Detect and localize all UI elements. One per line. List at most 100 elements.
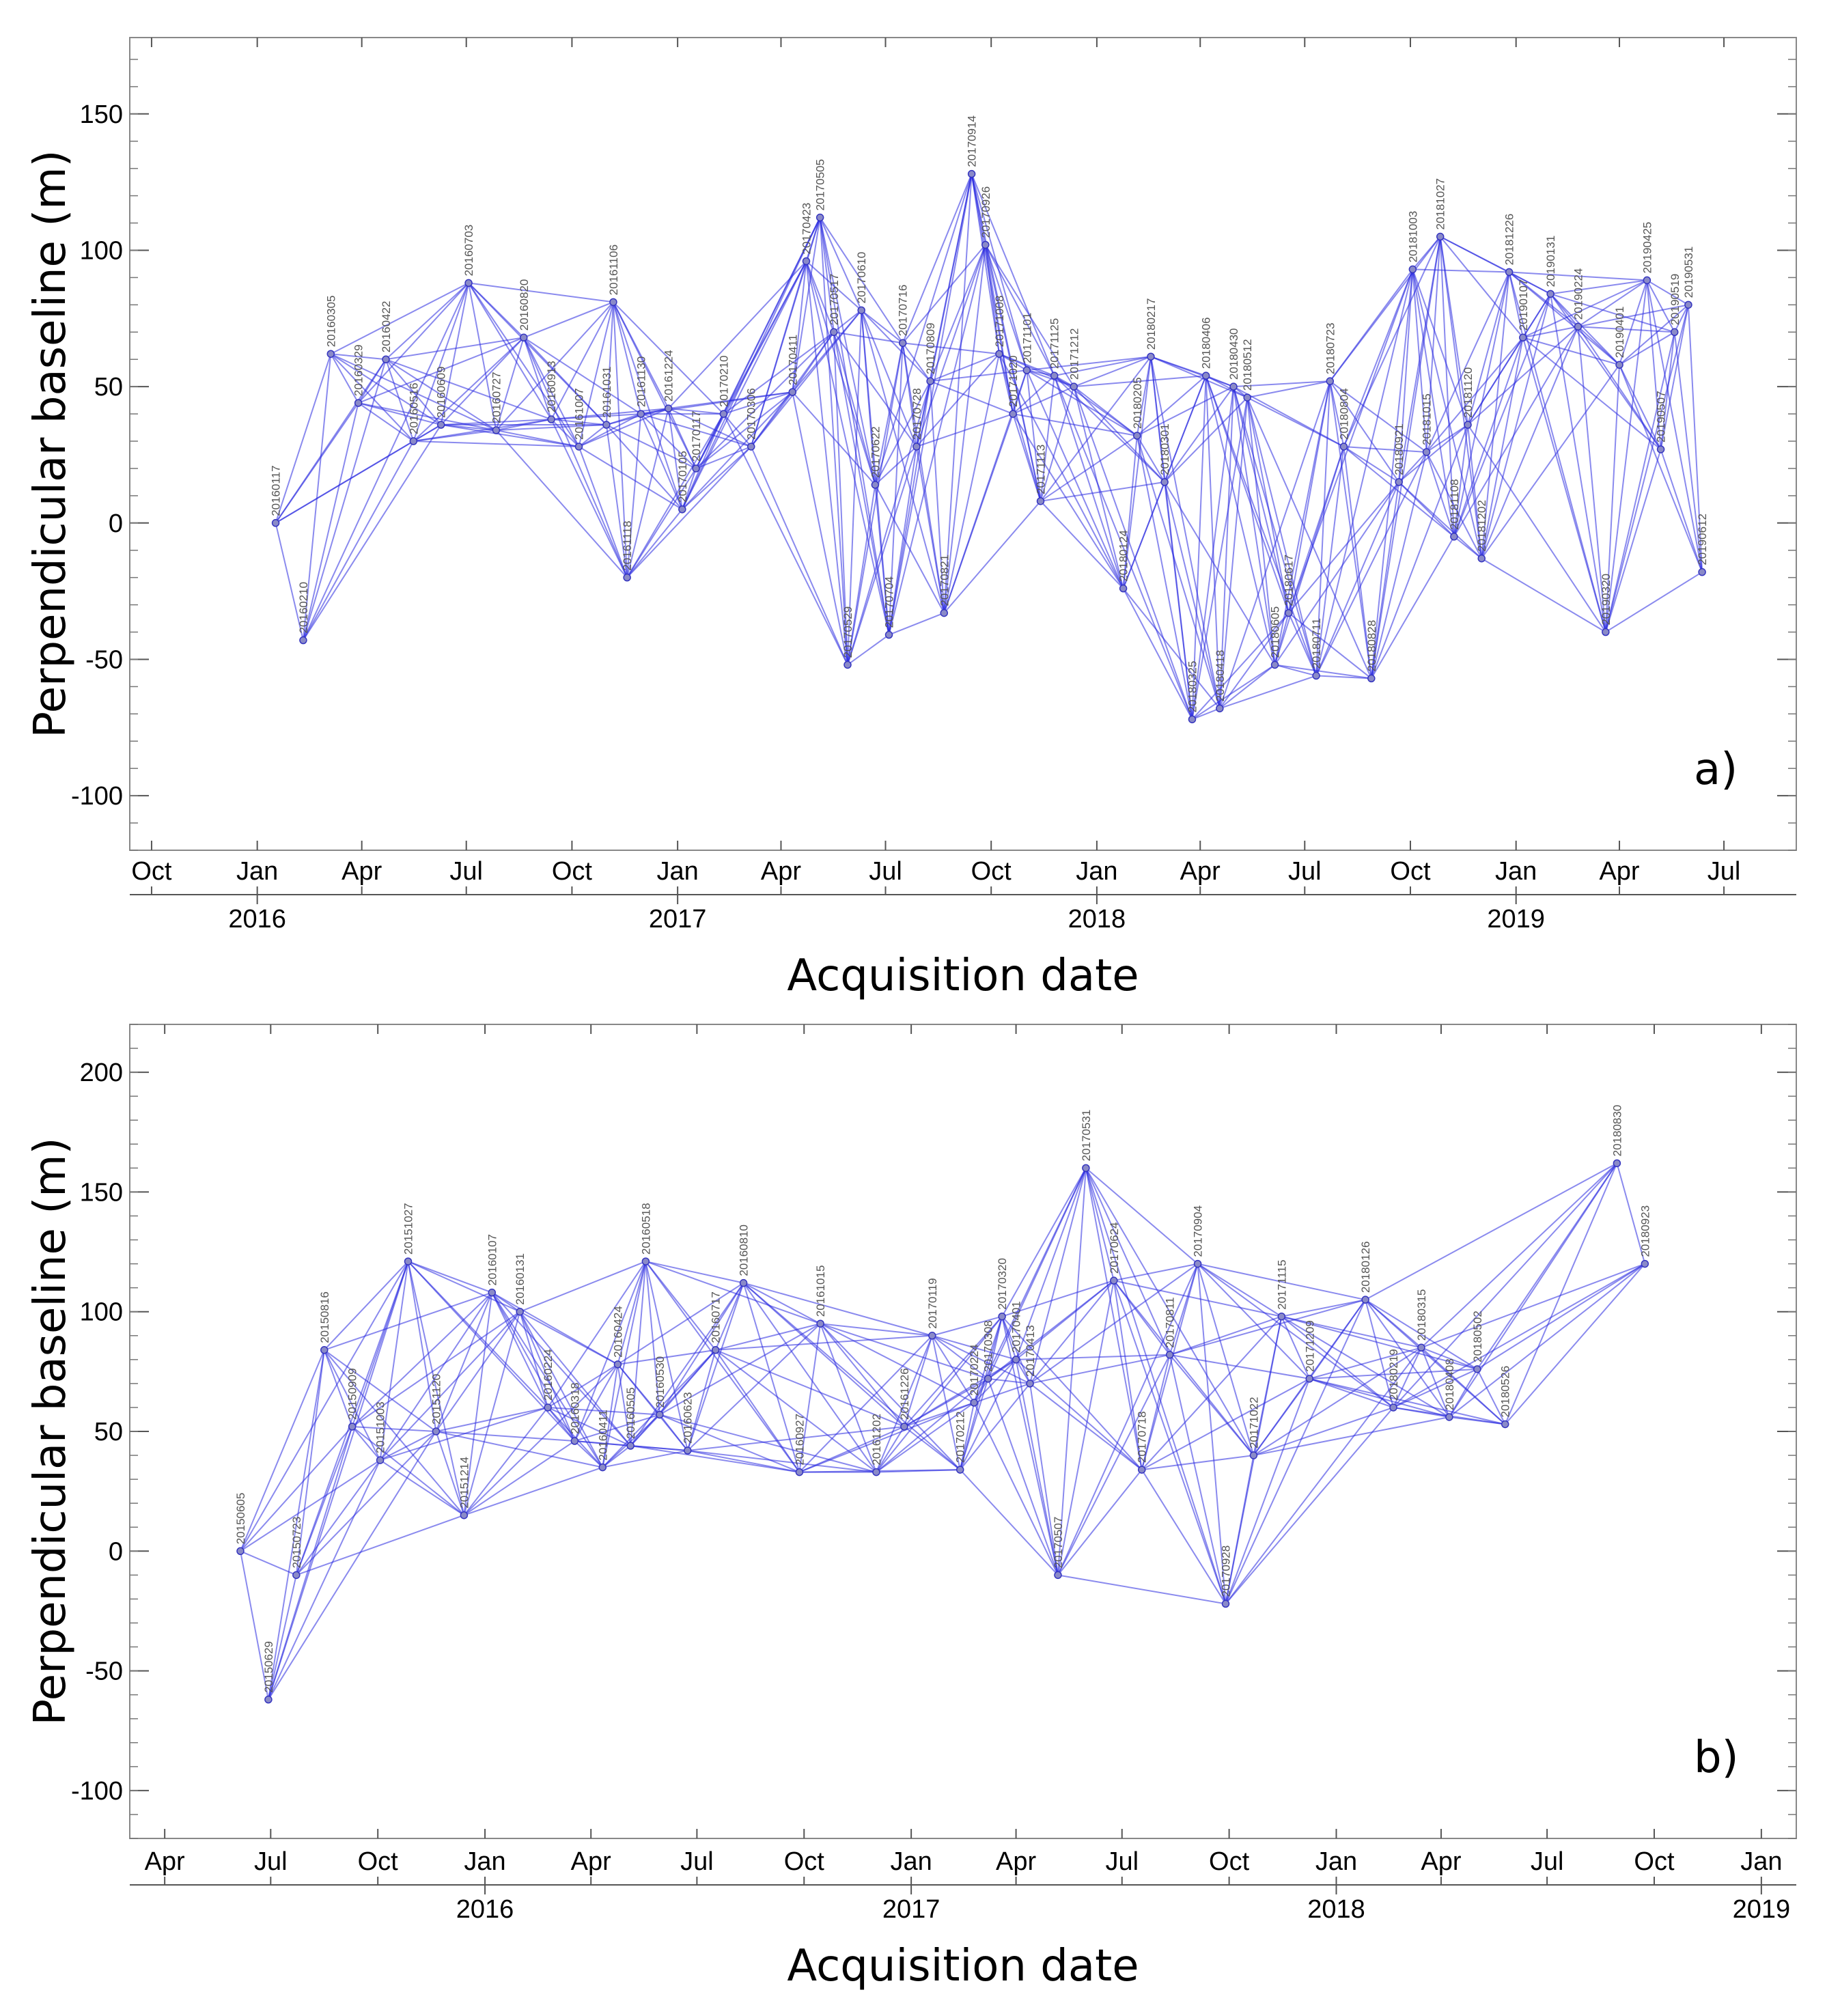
interferogram-edge — [819, 217, 890, 635]
interferogram-edge — [723, 413, 848, 665]
interferogram-edge — [268, 1459, 381, 1700]
interferogram-edge — [408, 1261, 492, 1293]
interferogram-edge — [819, 217, 863, 311]
acquisition-date-label: 20161007 — [573, 388, 586, 440]
interferogram-edge — [1481, 294, 1552, 559]
acquisition-date-label: 20160727 — [490, 372, 503, 423]
interferogram-edge — [1253, 1316, 1283, 1456]
acquisition-date-label: 20180526 — [1499, 1366, 1512, 1418]
interferogram-edge — [436, 1431, 575, 1442]
interferogram-edge — [798, 1335, 933, 1473]
acquisition-date-label: 20161015 — [814, 1265, 827, 1317]
interferogram-edge — [984, 244, 1042, 502]
acquisition-point — [264, 1695, 273, 1704]
x-month-label: Jan — [236, 857, 278, 886]
acquisition-point — [1070, 382, 1078, 391]
interferogram-edge — [723, 413, 752, 447]
acquisition-date-label: 20181120 — [1462, 367, 1475, 418]
acquisition-date-label: 20190612 — [1696, 514, 1709, 565]
acquisition-date-label: 20170928 — [1220, 1545, 1233, 1597]
interferogram-edge — [1393, 1368, 1478, 1408]
acquisition-point — [1684, 300, 1692, 309]
interferogram-edge — [1136, 435, 1193, 720]
interferogram-edge — [1343, 236, 1441, 447]
interferogram-edge — [715, 1349, 905, 1427]
interferogram-edge — [687, 1450, 877, 1473]
acquisition-point — [1436, 232, 1445, 241]
interferogram-edge — [805, 261, 848, 665]
interferogram-edge — [1225, 1299, 1367, 1604]
acquisition-point — [1201, 372, 1210, 380]
interferogram-edge — [495, 301, 614, 431]
acquisition-date-label: 20150605 — [234, 1493, 247, 1545]
interferogram-edge — [930, 244, 986, 382]
interferogram-edge — [602, 1364, 619, 1468]
interferogram-edge — [847, 310, 863, 665]
x-month-label: Jul — [1531, 1847, 1564, 1876]
acquisition-date-label: 20160927 — [793, 1414, 806, 1466]
interferogram-edge — [930, 380, 1014, 415]
interferogram-edge — [888, 343, 904, 635]
x-month-label: Jul — [1707, 857, 1741, 886]
interferogram-edge — [468, 282, 553, 420]
interferogram-edge — [874, 446, 917, 486]
interferogram-edge — [743, 1282, 933, 1336]
interferogram-edge — [667, 260, 807, 409]
interferogram-edge — [681, 261, 807, 510]
interferogram-edge — [1425, 236, 1441, 453]
interferogram-edge — [613, 301, 725, 415]
interferogram-edge — [574, 1261, 647, 1442]
acquisition-point — [488, 1288, 497, 1297]
interferogram-edge — [1660, 332, 1675, 450]
interferogram-edge — [613, 302, 683, 510]
interferogram-edge — [645, 1261, 744, 1284]
interferogram-edge — [1225, 1378, 1311, 1604]
acquisition-point — [970, 1399, 978, 1407]
interferogram-edge — [551, 419, 607, 426]
acquisition-date-label: 20181015 — [1421, 393, 1434, 445]
interferogram-edge — [1218, 380, 1331, 709]
interferogram-edge — [1370, 451, 1427, 679]
x-month-label: Oct — [971, 857, 1012, 886]
interferogram-edge — [1274, 481, 1399, 666]
interferogram-edge — [1012, 413, 1124, 589]
interferogram-edge — [876, 1402, 975, 1473]
y-tick-label: 150 — [80, 1178, 123, 1207]
acquisition-point — [1026, 1380, 1034, 1388]
acquisition-point — [299, 636, 307, 645]
interferogram-edge — [1604, 365, 1621, 632]
interferogram-edge — [1453, 293, 1552, 537]
acquisition-date-label: 20171101 — [1020, 313, 1033, 363]
acquisition-point — [739, 1278, 748, 1287]
interferogram-edge — [1315, 446, 1345, 676]
interferogram-edge — [1343, 269, 1414, 447]
interferogram-edge — [1412, 269, 1469, 425]
x-month-label: Jan — [1076, 857, 1117, 886]
panel-label: a) — [1694, 744, 1738, 795]
x-month-label: Jul — [869, 857, 902, 886]
acquisition-point — [802, 257, 811, 266]
interferogram-edge — [1029, 1263, 1199, 1384]
x-month-label: Oct — [131, 857, 172, 886]
acquisition-point — [1464, 421, 1472, 429]
interferogram-edge — [833, 332, 890, 635]
acquisition-date-label: 20170505 — [814, 159, 827, 211]
interferogram-edge — [932, 1334, 1031, 1384]
acquisition-date-label: 20180418 — [1214, 650, 1227, 702]
interferogram-edge — [323, 1349, 465, 1516]
y-tick-label: 50 — [94, 1418, 123, 1446]
acquisition-point — [1110, 1276, 1118, 1285]
interferogram-edge — [1453, 535, 1482, 559]
x-year-label: 2018 — [1068, 905, 1126, 934]
x-month-label: Jul — [680, 1847, 714, 1876]
interferogram-edge — [547, 1407, 631, 1446]
interferogram-edge — [579, 408, 669, 447]
x-axis-title: Acquisition date — [787, 1941, 1139, 1991]
acquisition-point — [1284, 608, 1293, 617]
interferogram-edge — [1619, 304, 1689, 365]
interferogram-edge — [1365, 1162, 1617, 1301]
acquisition-point — [1054, 1571, 1062, 1580]
interferogram-edge — [876, 1426, 905, 1473]
x-year-label: 2016 — [456, 1895, 514, 1924]
x-month-label: Jan — [1315, 1847, 1357, 1876]
